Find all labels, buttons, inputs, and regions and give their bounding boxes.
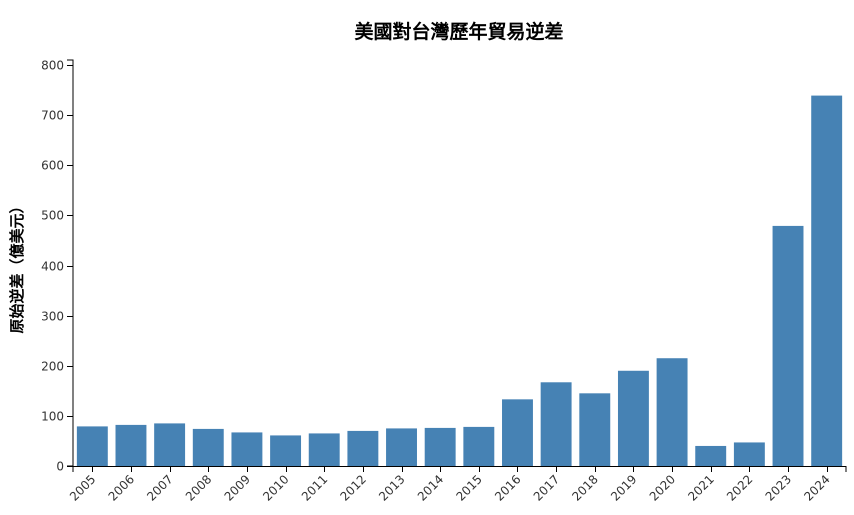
y-tick-label: 200 (41, 360, 64, 374)
x-tick-label: 2009 (222, 472, 253, 503)
bar-2012 (347, 430, 379, 466)
bar-2006 (115, 424, 147, 466)
x-tick-label: 2016 (492, 472, 523, 503)
x-tick-label: 2005 (67, 472, 98, 503)
x-tick-label: 2011 (299, 472, 330, 503)
x-tick-label: 2023 (763, 472, 794, 503)
chart-title: 美國對台灣歷年貿易逆差 (354, 20, 563, 43)
x-tick-label: 2007 (144, 472, 175, 503)
x-tick-label: 2006 (106, 472, 137, 503)
bar-2024 (811, 95, 843, 466)
x-tick-label: 2018 (569, 472, 600, 503)
y-tick-label: 600 (41, 159, 64, 173)
x-tick-label: 2017 (531, 472, 562, 503)
x-tick-label: 2008 (183, 472, 214, 503)
bar-2015 (463, 426, 495, 466)
bar-2017 (540, 382, 572, 466)
x-tick-label: 2015 (453, 472, 484, 503)
bar-2021 (695, 445, 727, 466)
x-axis: 2005 2006 2007 2008 2009 2010 2011 2012 2013 2014… (67, 466, 847, 504)
y-axis: 0 100 200 300 400 500 600 700 800 (41, 59, 74, 474)
bar-2010 (270, 435, 302, 466)
y-tick-label: 400 (41, 260, 64, 274)
y-tick-label: 800 (41, 59, 64, 73)
x-tick-label: 2013 (376, 472, 407, 503)
x-tick-label: 2022 (724, 472, 755, 503)
bar-2007 (154, 423, 186, 466)
x-tick-label: 2010 (260, 472, 291, 503)
bar-2013 (386, 428, 417, 466)
bar-2011 (308, 433, 340, 466)
y-tick-label: 500 (41, 209, 64, 223)
x-tick-label: 2019 (608, 472, 639, 503)
bar-2019 (617, 370, 649, 466)
bar-2009 (231, 432, 263, 466)
y-axis-label: 原始逆差（億美元） (8, 198, 26, 333)
bar-2016 (502, 399, 533, 466)
x-tick-label: 2020 (647, 472, 678, 503)
y-tick-label: 100 (41, 410, 64, 424)
y-axis-line (67, 59, 74, 467)
bars (76, 95, 843, 466)
bar-2022 (733, 442, 765, 466)
bar-2023 (772, 225, 804, 466)
bar-2008 (192, 428, 224, 466)
bar-2018 (579, 393, 611, 466)
x-tick-label: 2024 (801, 472, 832, 503)
y-tick-label: 700 (41, 109, 64, 123)
bar-2005 (76, 426, 108, 466)
y-tick-label: 0 (56, 460, 64, 474)
x-tick-label: 2012 (337, 472, 368, 503)
x-axis-line (72, 466, 847, 472)
x-tick-label: 2021 (685, 472, 716, 503)
bar-2014 (424, 427, 456, 466)
y-tick-label: 300 (41, 310, 64, 324)
x-tick-label: 2014 (415, 472, 446, 503)
bar-2020 (656, 358, 688, 466)
